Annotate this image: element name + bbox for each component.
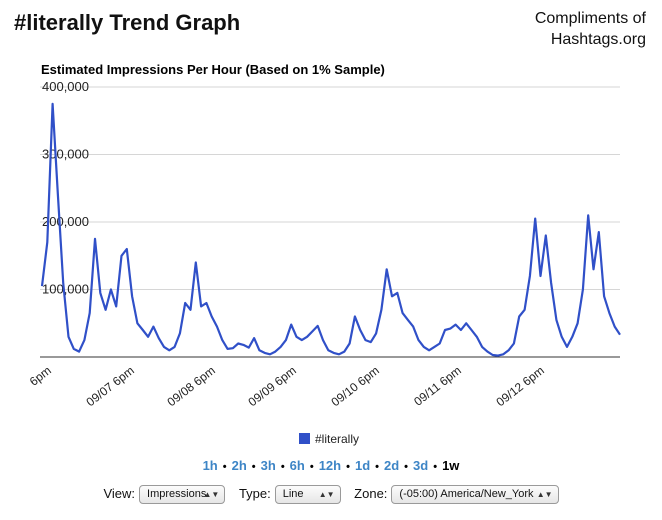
range-1h[interactable]: 1h: [202, 458, 218, 473]
range-separator: •: [280, 461, 285, 473]
time-range-selector: 1h • 2h • 3h • 6h • 12h • 1d • 2d • 3d • 1w: [0, 458, 662, 473]
gridlines: [40, 86, 620, 358]
series-layer: [40, 102, 621, 357]
chart-title: Estimated Impressions Per Hour (Based on…: [41, 62, 385, 77]
x-tick-label: 6pm: [27, 363, 54, 388]
legend: #literally: [299, 432, 359, 446]
zone-select-value: (-05:00) America/New_York: [399, 488, 534, 500]
x-tick-label: 09/09 6pm: [246, 363, 299, 409]
select-arrows-icon: ▲▼: [318, 490, 335, 499]
x-tick-label: 09/07 6pm: [84, 363, 137, 409]
select-arrows-icon: ▲▼: [536, 490, 553, 499]
select-arrows-icon: ▲▼: [203, 490, 220, 499]
range-separator: •: [375, 461, 379, 473]
series-line-literally: [40, 102, 621, 357]
range-separator: •: [404, 461, 409, 473]
y-tick-label: 400,000: [42, 79, 89, 94]
view-select-value: Impressions: [147, 488, 207, 500]
range-separator: •: [222, 461, 227, 473]
x-tick-label: 09/11 6pm: [411, 363, 464, 408]
credit-line-2: Hashtags.org: [550, 31, 646, 48]
range-separator: •: [309, 461, 314, 473]
page-title: #literally Trend Graph: [14, 10, 241, 35]
legend-label: #literally: [315, 432, 359, 446]
range-1d[interactable]: 1d: [354, 458, 371, 473]
y-tick-label: 200,000: [42, 214, 89, 229]
view-select[interactable]: Impressions ▲▼: [139, 485, 226, 504]
x-axis-ticks: 6pm 09/07 6pm 09/08 6pm 09/09 6pm 09/10 6pm 0…: [27, 363, 547, 409]
type-label: Type:: [238, 485, 271, 501]
type-select-value: Line: [282, 488, 304, 500]
range-3h[interactable]: 3h: [260, 458, 276, 473]
x-tick-label: 09/08 6pm: [165, 363, 218, 409]
range-6h[interactable]: 6h: [289, 458, 305, 473]
range-separator: •: [251, 461, 256, 473]
view-label: View:: [103, 485, 136, 501]
y-tick-label: 100,000: [42, 282, 89, 297]
credit-text: Compliments of Hashtags.org: [535, 8, 646, 50]
credit-line-1: Compliments of: [534, 10, 646, 27]
type-select[interactable]: Line ▲▼: [274, 485, 341, 504]
legend-swatch: [299, 433, 310, 444]
range-3d[interactable]: 3d: [413, 458, 429, 473]
x-tick-label: 09/12 6pm: [494, 363, 547, 409]
range-1w[interactable]: 1w: [442, 458, 460, 473]
zone-label: Zone:: [354, 485, 388, 501]
y-tick-label: 300,000: [42, 147, 89, 162]
y-axis-ticks: 100,000 200,000 300,000 400,000: [42, 79, 89, 297]
range-2h[interactable]: 2h: [231, 458, 247, 473]
range-separator: •: [346, 461, 350, 473]
range-2d[interactable]: 2d: [384, 458, 400, 473]
chart-controls: View: Impressions ▲▼ Type: Line ▲▼ Zone: (-05…: [0, 485, 662, 504]
trend-chart: 100,000 200,000 300,000 400,000 6pm 09/07 6p…: [27, 79, 621, 446]
x-tick-label: 09/10 6pm: [329, 363, 382, 409]
zone-select[interactable]: (-05:00) America/New_York ▲▼: [391, 485, 559, 504]
range-separator: •: [433, 461, 438, 473]
range-12h[interactable]: 12h: [318, 458, 342, 473]
